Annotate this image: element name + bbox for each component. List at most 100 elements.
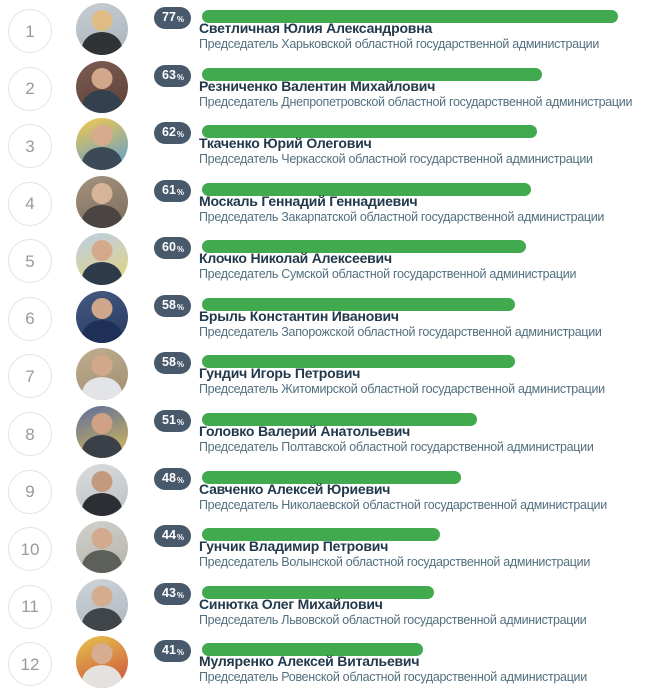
person-name[interactable]: Синютка Олег Михайлович bbox=[199, 595, 383, 612]
percent-sign-label: % bbox=[176, 590, 185, 600]
ranking-row: 10 44% Гунчик Владимир Петрович Председа… bbox=[0, 518, 650, 576]
progress-bar bbox=[202, 240, 526, 254]
progress-bar bbox=[202, 413, 477, 427]
person-title: Председатель Харьковской областной госуд… bbox=[199, 37, 600, 51]
percentage-badge: 62% bbox=[154, 122, 192, 145]
percentage-value: 58 bbox=[162, 355, 176, 370]
ranking-row: 6 58% Брыль Константин Иванович Председа… bbox=[0, 288, 650, 346]
person-name[interactable]: Светличная Юлия Александровна bbox=[199, 20, 433, 36]
rank-number: 3 bbox=[25, 136, 35, 156]
rank-number: 8 bbox=[25, 424, 35, 444]
rank-number: 12 bbox=[20, 654, 40, 674]
rank-circle: 8 bbox=[8, 412, 52, 457]
percentage-badge: 61% bbox=[154, 179, 192, 202]
percent-sign-label: % bbox=[176, 360, 185, 370]
rank-circle: 7 bbox=[8, 354, 52, 399]
percentage-value: 58 bbox=[162, 297, 176, 312]
percentage-badge: 58% bbox=[154, 352, 192, 375]
person-name[interactable]: Брыль Константин Иванович bbox=[199, 307, 399, 324]
avatar[interactable] bbox=[76, 578, 128, 631]
person-name[interactable]: Клочко Николай Алексеевич bbox=[199, 250, 392, 267]
percentage-badge: 63% bbox=[154, 64, 192, 87]
person-title: Председатель Волынской областной государ… bbox=[199, 555, 591, 570]
progress-bar bbox=[202, 470, 461, 484]
ranking-row: 12 41% Муляренко Алексей Витальевич Пред… bbox=[0, 633, 650, 691]
percent-sign-label: % bbox=[176, 72, 185, 82]
avatar[interactable] bbox=[76, 636, 128, 689]
person-name[interactable]: Гундич Игорь Петрович bbox=[199, 365, 361, 382]
person-name[interactable]: Москаль Геннадий Геннадиевич bbox=[199, 192, 418, 209]
percentage-value: 41 bbox=[162, 643, 176, 658]
percentage-value: 44 bbox=[162, 528, 176, 543]
percent-sign-label: % bbox=[176, 475, 185, 485]
person-title: Председатель Черкасской областной госуда… bbox=[199, 152, 593, 167]
percent-sign-label: % bbox=[176, 130, 185, 140]
avatar[interactable] bbox=[76, 175, 128, 228]
percentage-value: 63 bbox=[162, 67, 176, 82]
rank-number: 6 bbox=[25, 309, 35, 329]
person-title: Председатель Львовской областной государ… bbox=[199, 612, 587, 627]
rank-circle: 3 bbox=[8, 124, 52, 169]
progress-bar bbox=[202, 528, 440, 542]
avatar[interactable] bbox=[76, 348, 128, 401]
percentage-value: 62 bbox=[162, 125, 176, 140]
rank-number: 11 bbox=[21, 597, 39, 617]
rank-circle: 11 bbox=[8, 584, 52, 629]
person-name[interactable]: Савченко Алексей Юриевич bbox=[199, 480, 391, 497]
avatar[interactable] bbox=[76, 118, 128, 171]
person-name[interactable]: Ткаченко Юрий Олегович bbox=[199, 135, 372, 152]
percentage-value: 43 bbox=[162, 585, 176, 600]
rank-number: 10 bbox=[20, 539, 40, 559]
percent-sign-label: % bbox=[176, 187, 185, 197]
avatar[interactable] bbox=[76, 463, 128, 516]
rank-circle: 10 bbox=[8, 527, 52, 572]
avatar[interactable] bbox=[76, 60, 128, 113]
progress-bar bbox=[202, 125, 537, 139]
ranking-row: 11 43% Синютка Олег Михайлович Председат… bbox=[0, 576, 650, 634]
percent-sign-label: % bbox=[176, 245, 185, 255]
person-title: Председатель Днепропетровской областной … bbox=[199, 94, 633, 109]
avatar[interactable] bbox=[76, 521, 128, 574]
ranking-row: 8 51% Головко Валерий Анатольевич Предсе… bbox=[0, 403, 650, 461]
progress-bar bbox=[202, 10, 618, 23]
ranking-row: 9 48% Савченко Алексей Юриевич Председат… bbox=[0, 461, 650, 519]
person-title: Председатель Николаевской областной госу… bbox=[199, 497, 607, 512]
progress-bar bbox=[202, 585, 434, 599]
progress-bar bbox=[202, 67, 542, 81]
avatar[interactable] bbox=[76, 406, 128, 459]
person-name[interactable]: Муляренко Алексей Витальевич bbox=[199, 653, 420, 670]
ranking-row: 3 62% Ткаченко Юрий Олегович Председател… bbox=[0, 115, 650, 173]
percentage-badge: 58% bbox=[154, 294, 192, 317]
percentage-badge: 77% bbox=[154, 7, 192, 29]
rank-number: 9 bbox=[25, 482, 35, 502]
rank-circle: 5 bbox=[8, 239, 52, 284]
rank-circle: 4 bbox=[8, 181, 52, 226]
person-title: Председатель Ровенской областной государ… bbox=[199, 670, 587, 685]
percent-sign-label: % bbox=[176, 648, 185, 658]
avatar[interactable] bbox=[76, 290, 128, 343]
percentage-value: 60 bbox=[162, 240, 176, 255]
rank-circle: 12 bbox=[8, 642, 52, 687]
person-title: Председатель Закарпатской областной госу… bbox=[199, 209, 605, 224]
percentage-value: 77 bbox=[162, 10, 176, 24]
percentage-badge: 43% bbox=[154, 582, 192, 605]
percent-sign-label: % bbox=[176, 533, 185, 543]
rank-circle: 2 bbox=[8, 66, 52, 111]
rank-number: 2 bbox=[25, 79, 35, 99]
percent-sign-label: % bbox=[176, 418, 185, 428]
percentage-badge: 60% bbox=[154, 237, 192, 260]
progress-bar bbox=[202, 643, 423, 657]
rank-number: 7 bbox=[25, 366, 35, 386]
rank-circle: 6 bbox=[8, 296, 52, 341]
person-name[interactable]: Гунчик Владимир Петрович bbox=[199, 538, 389, 555]
avatar[interactable] bbox=[76, 3, 128, 55]
person-name[interactable]: Головко Валерий Анатольевич bbox=[199, 423, 411, 440]
ranking-row: 2 63% Резниченко Валентин Михайлович Пре… bbox=[0, 58, 650, 116]
person-name[interactable]: Резниченко Валентин Михайлович bbox=[199, 77, 436, 94]
person-title: Председатель Полтавской областной госуда… bbox=[199, 440, 594, 455]
rank-number: 4 bbox=[25, 194, 35, 214]
avatar[interactable] bbox=[76, 233, 128, 286]
rank-circle: 9 bbox=[8, 469, 52, 514]
percentage-badge: 51% bbox=[154, 410, 192, 433]
ranking-row: 5 60% Клочко Николай Алексеевич Председа… bbox=[0, 230, 650, 288]
